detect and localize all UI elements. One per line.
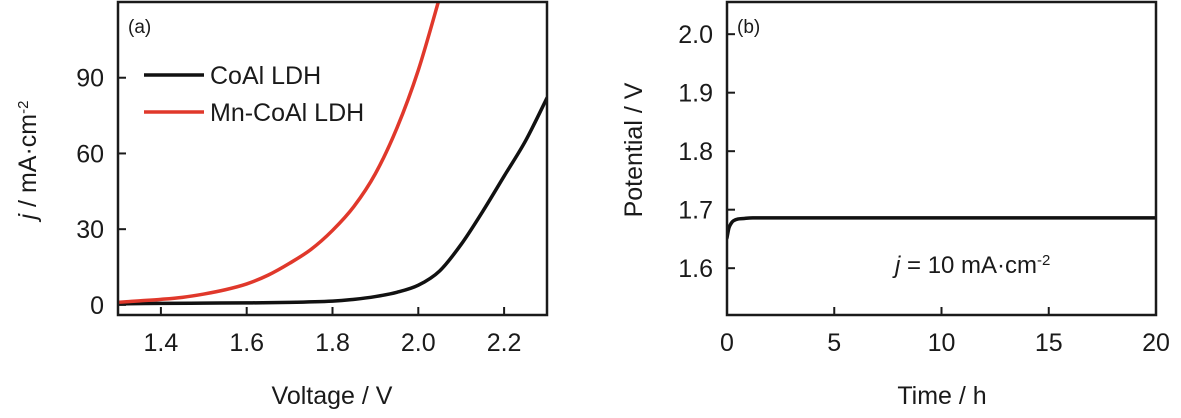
a-series-line-1 [118, 2, 441, 305]
a-plot-frame [116, 0, 549, 317]
b-annotation-text: = 10 mA·cm [900, 252, 1037, 279]
a-y-tick-label: 0 [90, 292, 104, 320]
b-y-ticks: 1.6 1.7 1.8 1.9 2.0 [678, 21, 735, 283]
chart-panel-a: 1.4 1.6 1.8 2.0 2.2 0 30 60 90 (a) CoAl LDH Mn-… [14, 0, 549, 410]
b-panel-label: (b) [737, 17, 760, 38]
a-x-tick-label: 2.2 [487, 329, 522, 357]
a-legend-label-mncoal: Mn-CoAl LDH [210, 99, 364, 127]
a-y-axis-title: j / mA·cm-2 [14, 101, 42, 223]
b-annotation: j = 10 mA·cm-2 [892, 252, 1050, 280]
b-x-tick-label: 10 [928, 329, 956, 357]
chart-panel-b: 0 5 10 15 20 1.6 1.7 1.8 1.9 2.0 (b) j = 10 mA·c… [620, 0, 1170, 410]
a-x-axis-title: Voltage / V [272, 382, 393, 410]
b-y-tick-label: 1.8 [678, 138, 713, 166]
b-y-tick-label: 1.7 [678, 197, 713, 225]
a-x-ticks: 1.4 1.6 1.8 2.0 2.2 [144, 307, 522, 357]
a-y-ticks: 0 30 60 90 [76, 65, 126, 320]
a-series-line-0 [118, 96, 547, 306]
a-y-axis-title-text: / mA·cm [14, 114, 42, 214]
a-y-axis-title-sup: -2 [15, 101, 32, 114]
a-x-tick-label: 2.0 [401, 329, 436, 357]
a-legend: CoAl LDH Mn-CoAl LDH [144, 62, 364, 127]
b-annotation-italic: j [892, 252, 901, 279]
a-y-tick-label: 90 [76, 65, 104, 93]
a-y-tick-label: 60 [76, 140, 104, 168]
b-x-tick-label: 5 [827, 329, 841, 357]
a-series-group [118, 2, 547, 306]
a-panel-label: (a) [128, 17, 151, 38]
b-x-tick-label: 20 [1142, 329, 1170, 357]
a-y-tick-label: 30 [76, 216, 104, 244]
b-x-tick-label: 15 [1035, 329, 1063, 357]
b-x-ticks: 0 5 10 15 20 [720, 307, 1170, 357]
a-x-tick-label: 1.8 [315, 329, 350, 357]
b-series-line-0 [727, 216, 1156, 240]
a-legend-label-coal: CoAl LDH [210, 62, 321, 90]
b-y-tick-label: 1.9 [678, 80, 713, 108]
b-annotation-sup: -2 [1037, 252, 1050, 269]
b-x-axis-title: Time / h [897, 382, 986, 410]
b-y-axis-title: Potential / V [620, 82, 648, 217]
a-x-tick-label: 1.4 [144, 329, 179, 357]
a-y-axis-title-italic: j [14, 212, 42, 222]
b-y-tick-label: 1.6 [678, 255, 713, 283]
b-series-group [727, 216, 1156, 240]
b-y-tick-label: 2.0 [678, 21, 713, 49]
b-x-tick-label: 0 [720, 329, 734, 357]
a-x-tick-label: 1.6 [229, 329, 264, 357]
